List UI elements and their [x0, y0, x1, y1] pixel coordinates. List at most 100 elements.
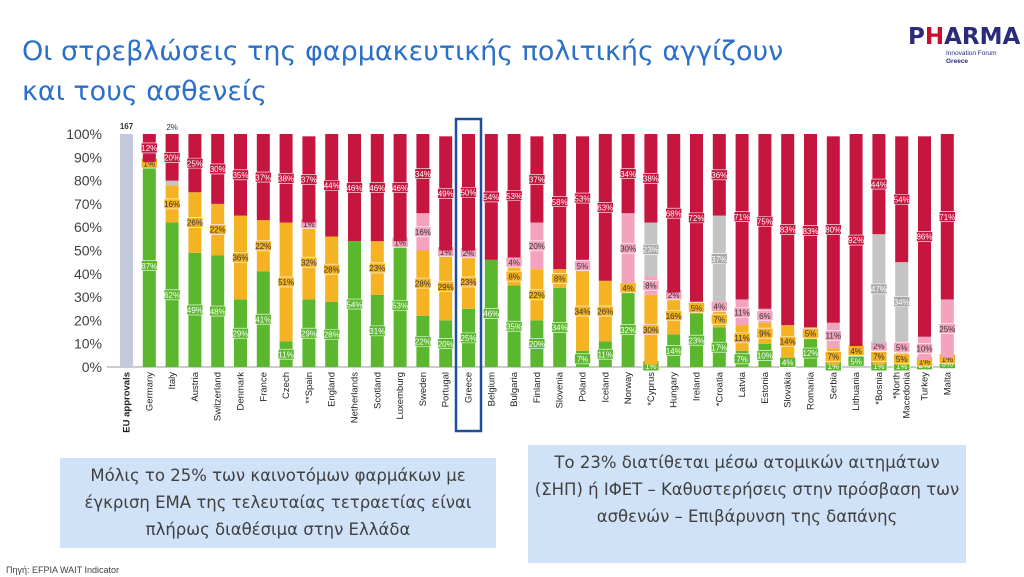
data-label-bg [437, 281, 455, 292]
logo-letter-p: P [908, 24, 925, 50]
data-label: 83% [780, 226, 796, 235]
data-label: 49% [438, 190, 454, 199]
data-label: 38% [643, 174, 659, 183]
data-label: 30% [210, 165, 226, 174]
data-label: 34% [574, 307, 590, 316]
data-label: 71% [939, 213, 955, 222]
data-label: 16% [666, 312, 682, 321]
data-label: 8% [554, 275, 566, 284]
data-label-bg [916, 343, 933, 354]
data-label-bg [596, 305, 614, 317]
data-label: 35% [506, 322, 522, 331]
data-label-bg [642, 280, 660, 291]
data-label-bg [710, 253, 728, 264]
data-label: 34% [415, 170, 431, 179]
data-label-bg [528, 240, 546, 252]
data-label-bg [665, 310, 683, 322]
data-label: 51% [278, 278, 294, 287]
logo-subtitle: Innovation Forum [946, 50, 997, 57]
data-label-bg [414, 226, 432, 238]
data-label: 5% [577, 262, 589, 271]
data-label: 12% [802, 349, 818, 358]
data-label-bg [619, 168, 637, 179]
data-label: 35% [232, 171, 248, 180]
x-tick-label: Latvia [737, 371, 748, 397]
data-label-bg [710, 313, 728, 325]
data-label: 17% [711, 343, 727, 352]
data-label-bg [596, 348, 614, 360]
data-label: 4% [622, 284, 634, 293]
data-label-bg [346, 182, 363, 193]
data-label-bg [893, 353, 911, 365]
data-label: 4% [850, 347, 862, 356]
data-label-bg [414, 168, 432, 179]
data-label-bg [574, 353, 591, 365]
data-label: 16% [415, 228, 431, 237]
data-label-bg [688, 334, 705, 346]
x-tick-label: *Croatia [714, 371, 725, 406]
data-label-bg [414, 336, 432, 347]
data-label: 75% [757, 218, 773, 227]
data-label: 37% [301, 176, 317, 185]
data-label-bg [688, 212, 705, 224]
data-label: 47% [871, 285, 887, 294]
data-label: 2% [668, 291, 680, 300]
data-label: 32% [301, 258, 317, 267]
data-label: 4% [782, 359, 794, 368]
x-tick-label: Italy [167, 372, 178, 390]
data-label: 2% [463, 249, 475, 258]
y-tick-label: 80% [74, 173, 102, 189]
data-label-bg [824, 351, 842, 362]
x-tick-label: Denmark [236, 372, 247, 411]
y-tick-label: 10% [74, 336, 102, 352]
data-label-bg [710, 169, 728, 181]
x-tick-label: Czech [281, 372, 292, 399]
data-label: 28% [324, 265, 340, 274]
x-tick-label: **Spain [304, 372, 315, 404]
pharma-logo: PHARMA Innovation Forum Greece [908, 24, 1020, 66]
data-label-bg [391, 182, 409, 193]
y-tick-label: 60% [74, 219, 102, 235]
eu-approvals-count: 167 [120, 122, 134, 131]
data-label-bg [277, 172, 295, 184]
data-label: 5% [896, 343, 908, 352]
data-label: 23% [460, 278, 476, 287]
data-label: 22% [415, 338, 431, 347]
data-label: 25% [460, 334, 476, 343]
title-line-2: και τους ασθενείς [22, 76, 267, 107]
data-label: 26% [597, 307, 613, 316]
data-label: 8% [645, 282, 657, 291]
data-label-bg [551, 273, 569, 284]
data-label-bg [232, 327, 249, 339]
data-label-bg [232, 169, 249, 181]
x-tick-label: Switzerland [213, 372, 224, 421]
data-label: 20% [529, 340, 545, 349]
data-label: 31% [369, 327, 385, 336]
x-tick-label: Serbia [828, 371, 839, 399]
data-label: 54% [894, 195, 910, 204]
data-label: 58% [552, 198, 568, 207]
data-label: 20% [438, 340, 454, 349]
x-tick-label: Scotland [372, 372, 383, 409]
data-label-bg [551, 196, 569, 207]
x-tick-label: Malta [942, 371, 953, 395]
data-label: 5% [850, 357, 862, 366]
data-label: 26% [187, 219, 203, 228]
data-label-bg [209, 224, 226, 235]
data-label-bg [209, 305, 226, 317]
data-label: 5% [805, 329, 817, 338]
data-label: 1% [942, 355, 954, 364]
data-label-bg [437, 338, 455, 350]
data-label-bg [528, 338, 546, 350]
info-box-right-text: Το 23% διατίθεται μέσω ατομικών αιτημάτω… [534, 453, 960, 526]
logo-country: Greece [946, 58, 969, 65]
data-label: 44% [871, 180, 887, 189]
data-label-bg [642, 172, 660, 184]
data-label-bg [186, 157, 204, 169]
data-label: 53% [574, 194, 590, 203]
logo-letters-arma: ARMA [944, 24, 1021, 50]
data-label: 28% [415, 279, 431, 288]
data-label-bg [368, 262, 386, 274]
data-label: 1% [873, 362, 885, 371]
data-label-bg [802, 347, 819, 359]
